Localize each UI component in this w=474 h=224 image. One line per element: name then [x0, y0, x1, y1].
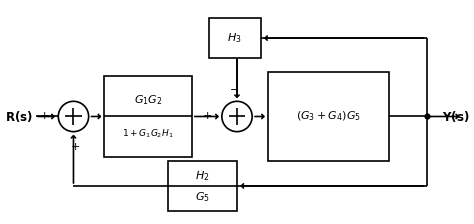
Bar	[168, 161, 237, 211]
Ellipse shape	[222, 101, 252, 132]
Text: $H_2$: $H_2$	[195, 169, 210, 183]
Bar	[104, 76, 192, 157]
Bar	[268, 72, 389, 161]
Ellipse shape	[58, 101, 89, 132]
Bar	[209, 18, 261, 58]
Text: $\mathbf{Y(s)}$: $\mathbf{Y(s)}$	[442, 109, 469, 124]
Text: −: −	[230, 85, 239, 95]
Text: $G_5$: $G_5$	[195, 190, 210, 204]
Text: +: +	[203, 112, 212, 121]
Text: +: +	[71, 142, 81, 152]
Text: +: +	[39, 112, 49, 121]
Text: $(G_3+G_4)G_5$: $(G_3+G_4)G_5$	[296, 110, 361, 123]
Text: $H_3$: $H_3$	[228, 31, 242, 45]
Text: $\mathbf{R(s)}$: $\mathbf{R(s)}$	[5, 109, 33, 124]
Text: $G_1G_2$: $G_1G_2$	[134, 93, 163, 107]
Text: $1+G_1G_2H_1$: $1+G_1G_2H_1$	[122, 128, 174, 140]
